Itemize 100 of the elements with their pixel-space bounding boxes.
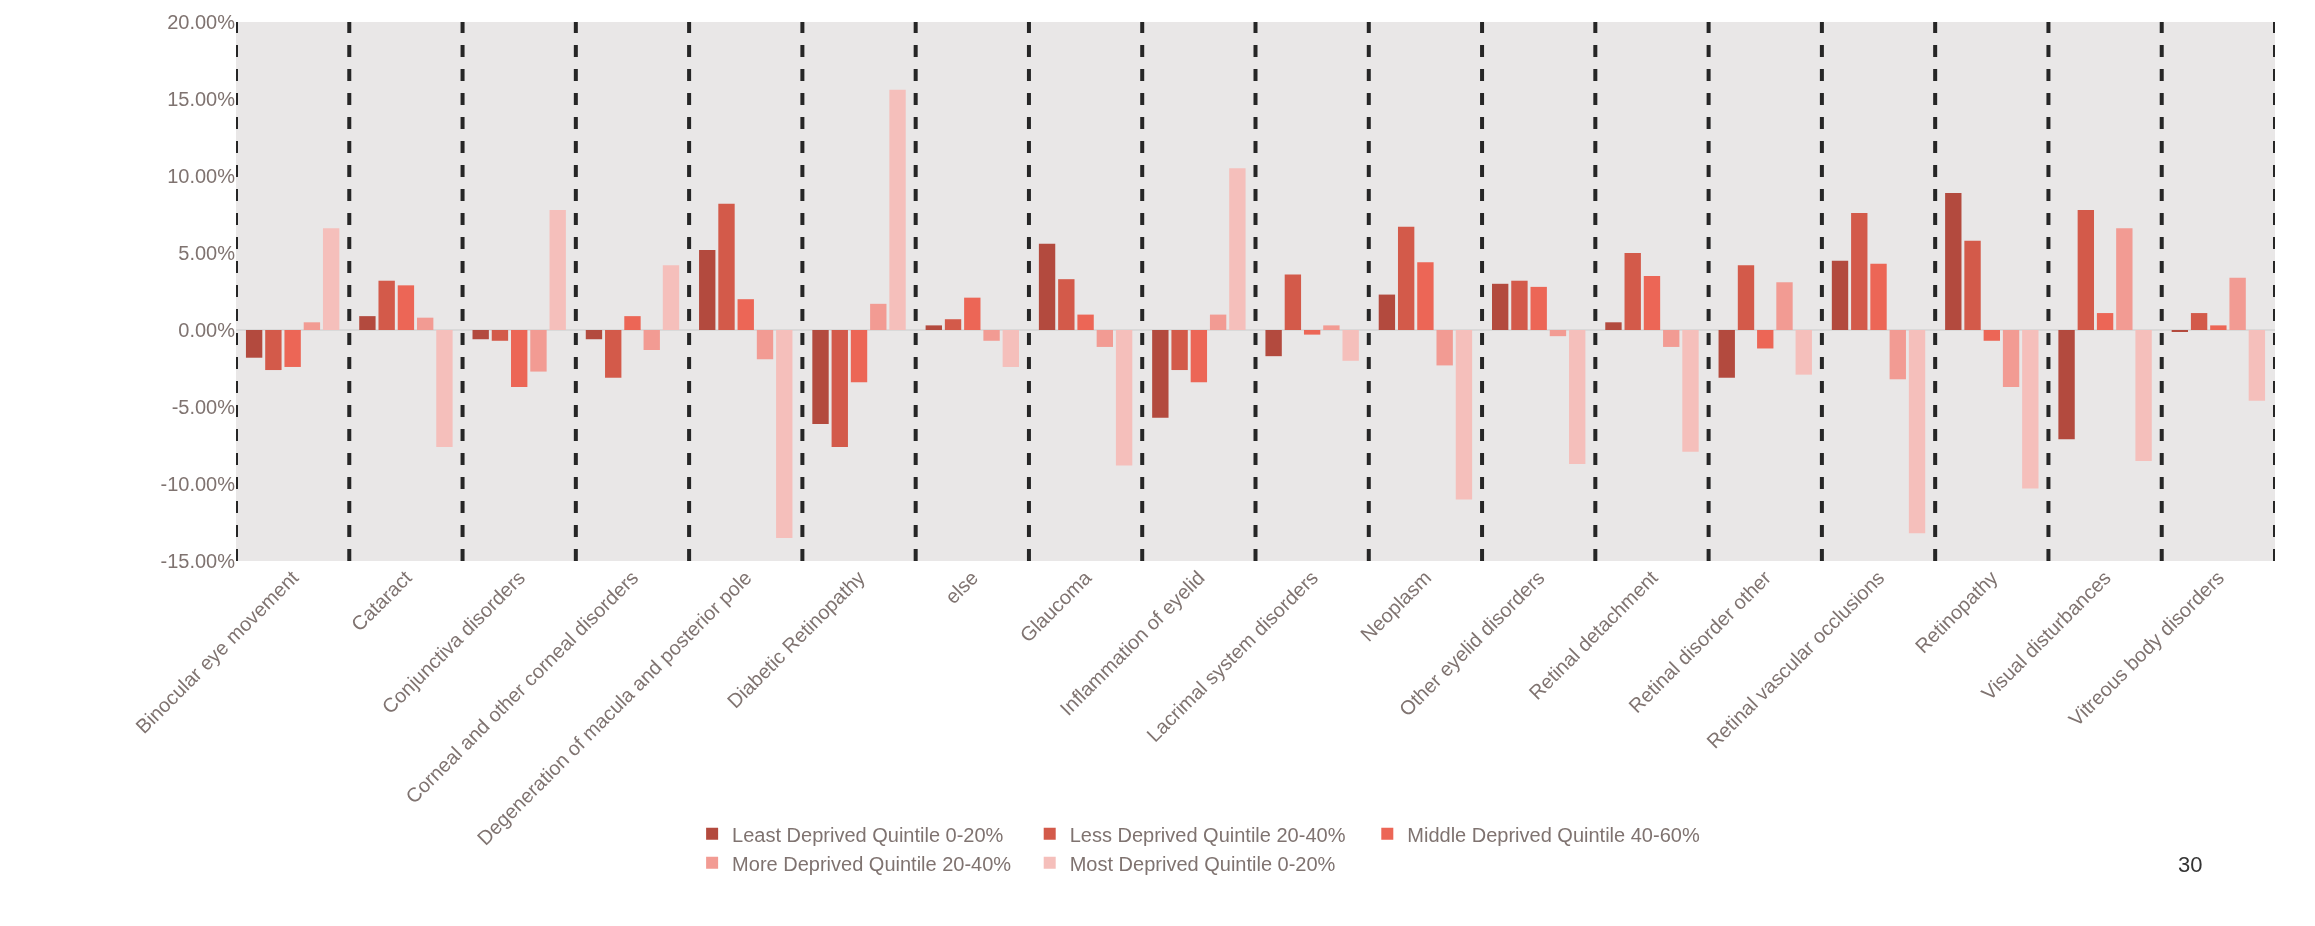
bar <box>1757 330 1774 349</box>
bar <box>378 280 395 330</box>
bar <box>944 319 962 330</box>
bar <box>1058 279 1075 330</box>
bar <box>472 330 489 340</box>
bar <box>359 316 376 330</box>
y-tick-label: 10.00% <box>167 165 236 187</box>
bar <box>1152 330 1169 418</box>
bar <box>2190 313 2208 330</box>
bar <box>1323 325 1340 330</box>
bar <box>1624 253 1641 330</box>
bar <box>436 330 453 448</box>
bar <box>1038 243 1056 330</box>
bar <box>511 330 528 387</box>
bar <box>1870 263 1887 330</box>
bar <box>1737 265 1755 330</box>
y-tick-label: -15.00% <box>160 550 236 572</box>
bar <box>1643 276 1661 330</box>
bar <box>699 249 716 330</box>
bar <box>1378 294 1396 330</box>
bar <box>831 330 848 448</box>
bar <box>983 330 1000 341</box>
y-tick-label: 5.00% <box>178 242 236 264</box>
x-tick-label: else <box>940 566 983 608</box>
bar <box>2248 330 2266 401</box>
bar <box>1492 283 1509 330</box>
legend-label: Most Deprived Quintile 0-20% <box>1069 852 1336 875</box>
bar <box>1663 330 1680 347</box>
bar <box>812 330 829 424</box>
bar <box>2210 325 2227 330</box>
bar <box>1077 314 1094 330</box>
bar <box>322 228 340 330</box>
bar <box>776 330 793 538</box>
bar <box>1229 168 1246 330</box>
bar <box>1605 322 1622 330</box>
bar <box>643 330 660 351</box>
bar <box>1303 330 1321 335</box>
bar <box>1096 330 1114 347</box>
bar <box>1209 314 1227 330</box>
bar <box>925 325 942 330</box>
y-tick-label: -5.00% <box>171 396 236 418</box>
y-tick-label: 0.00% <box>178 319 236 341</box>
bar <box>605 330 622 378</box>
bar <box>964 297 981 330</box>
bar <box>1002 330 1019 367</box>
y-tick-label: 20.00% <box>167 11 236 33</box>
bar <box>2058 330 2075 440</box>
bar <box>284 330 301 367</box>
bar <box>1436 330 1453 366</box>
bar <box>2116 228 2133 330</box>
text: 30 <box>2178 852 2203 877</box>
bar <box>1889 330 1906 380</box>
bar <box>1851 212 1868 330</box>
bar <box>1530 286 1547 330</box>
y-tick-label: -10.00% <box>160 473 236 495</box>
bar <box>1455 330 1473 500</box>
bar <box>416 317 434 330</box>
bar <box>1964 240 1981 330</box>
bar <box>737 299 754 330</box>
legend-label: More Deprived Quintile 20-40% <box>732 852 1012 875</box>
bar <box>624 316 641 330</box>
bar <box>2096 313 2114 330</box>
bar <box>530 330 547 372</box>
bar <box>1417 262 1434 330</box>
bar <box>2077 209 2095 330</box>
bar <box>245 330 263 358</box>
bar <box>1190 330 1208 383</box>
bar <box>1549 330 1567 337</box>
bar <box>850 330 868 383</box>
bar <box>2022 330 2039 489</box>
bar <box>265 330 282 371</box>
y-tick-label: 15.00% <box>167 88 236 110</box>
bar <box>1171 330 1188 371</box>
bar <box>491 330 509 341</box>
bar <box>1115 330 1133 466</box>
bar <box>889 89 906 330</box>
bar <box>1908 330 1926 534</box>
bar <box>2229 277 2246 330</box>
bar <box>1945 192 1962 330</box>
bar <box>549 209 566 330</box>
bar <box>1795 330 1812 375</box>
bar <box>397 285 415 330</box>
bar <box>662 265 680 330</box>
bar <box>1342 330 1359 361</box>
bar <box>870 303 887 330</box>
bar <box>1397 226 1415 330</box>
bar <box>1718 330 1735 378</box>
bar <box>2135 330 2152 461</box>
bar <box>1831 260 1849 330</box>
bar <box>1682 330 1699 452</box>
bar <box>1265 330 1282 357</box>
bar <box>1284 274 1302 330</box>
legend-label: Less Deprived Quintile 20-40% <box>1069 823 1346 846</box>
bar <box>756 330 774 360</box>
bar <box>2002 330 2020 387</box>
legend-label: Middle Deprived Quintile 40-60% <box>1407 823 1700 846</box>
bar <box>585 330 603 340</box>
bar <box>303 322 321 330</box>
bar <box>1776 282 1793 330</box>
bar <box>1511 280 1528 330</box>
